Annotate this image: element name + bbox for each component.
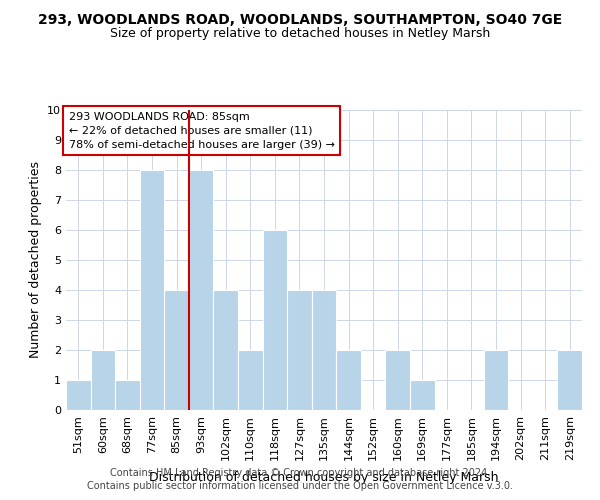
Text: 293 WOODLANDS ROAD: 85sqm
← 22% of detached houses are smaller (11)
78% of semi-: 293 WOODLANDS ROAD: 85sqm ← 22% of detac… [68,112,335,150]
Bar [557,350,582,410]
Bar [238,350,263,410]
Bar [66,380,91,410]
Bar [91,350,115,410]
Bar [385,350,410,410]
Bar [140,170,164,410]
Bar [287,290,312,410]
Bar [214,290,238,410]
Bar [484,350,508,410]
Bar [164,290,189,410]
Text: Size of property relative to detached houses in Netley Marsh: Size of property relative to detached ho… [110,28,490,40]
Y-axis label: Number of detached properties: Number of detached properties [29,162,41,358]
X-axis label: Distribution of detached houses by size in Netley Marsh: Distribution of detached houses by size … [149,471,499,484]
Bar [263,230,287,410]
Text: Contains public sector information licensed under the Open Government Licence v.: Contains public sector information licen… [87,481,513,491]
Bar [312,290,336,410]
Text: Contains HM Land Registry data © Crown copyright and database right 2024.: Contains HM Land Registry data © Crown c… [110,468,490,477]
Bar [189,170,214,410]
Bar [410,380,434,410]
Bar [336,350,361,410]
Text: 293, WOODLANDS ROAD, WOODLANDS, SOUTHAMPTON, SO40 7GE: 293, WOODLANDS ROAD, WOODLANDS, SOUTHAMP… [38,12,562,26]
Bar [115,380,140,410]
